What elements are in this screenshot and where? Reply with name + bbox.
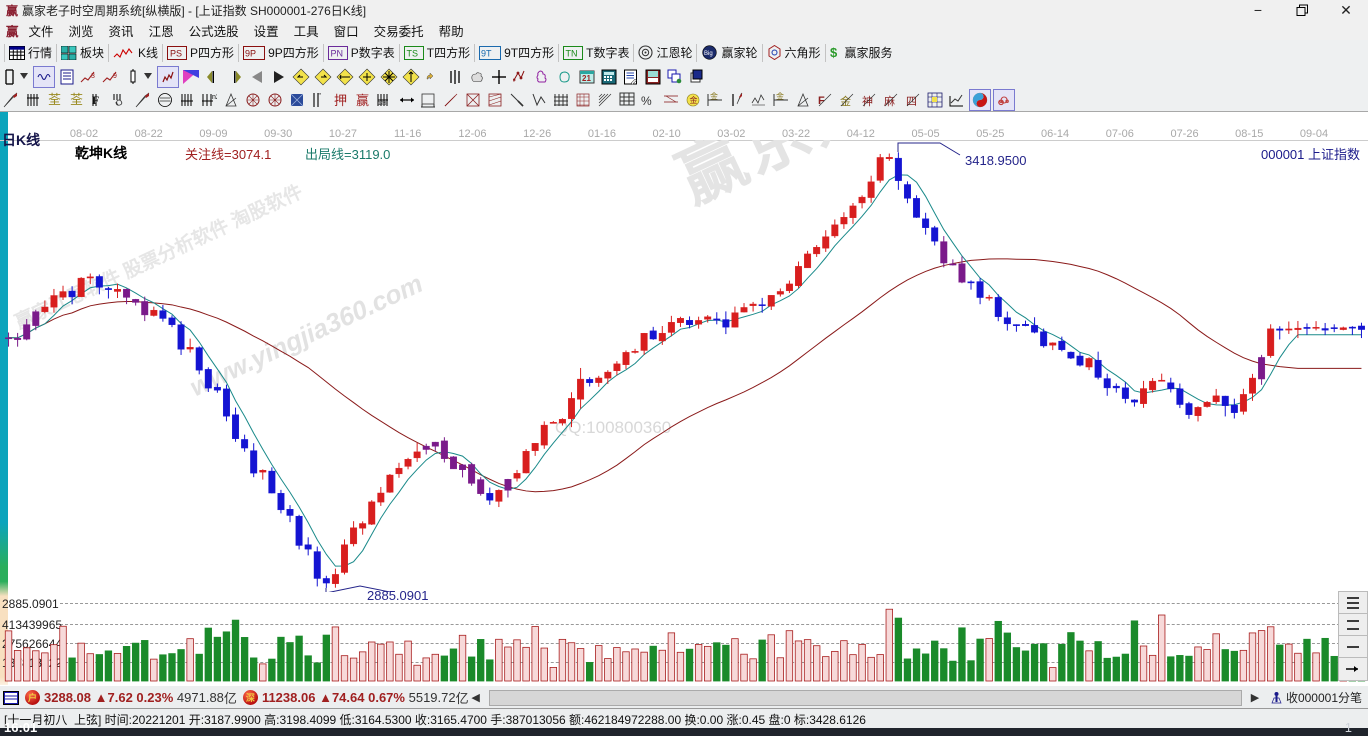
svg-text:荃: 荃 [70,92,83,107]
svg-text:PS: PS [170,48,182,58]
svg-text:%: % [641,94,652,108]
svg-text:麻: 麻 [884,94,895,108]
svg-text:金: 金 [710,92,718,101]
svg-text:赢: 赢 [356,93,369,108]
svg-text:123: 123 [378,101,387,107]
svg-text:TN: TN [566,48,578,58]
svg-text:": " [319,93,322,100]
svg-text:Big: Big [704,51,713,57]
svg-text:金: 金 [690,95,698,105]
svg-text:PN: PN [330,48,343,58]
svg-text:21: 21 [582,74,591,83]
svg-text:9T: 9T [481,48,492,58]
svg-text:n2: n2 [212,94,217,101]
svg-text:金: 金 [840,94,851,108]
svg-text:9: 9 [113,73,117,80]
svg-text:3: 3 [91,73,95,80]
svg-text:神: 神 [862,94,873,108]
svg-text:金: 金 [776,92,784,101]
svg-text:押: 押 [334,93,347,108]
svg-text:荃: 荃 [48,92,61,107]
svg-text:9P: 9P [245,48,256,58]
svg-text:$: $ [830,45,838,60]
svg-text:TS: TS [406,48,418,58]
